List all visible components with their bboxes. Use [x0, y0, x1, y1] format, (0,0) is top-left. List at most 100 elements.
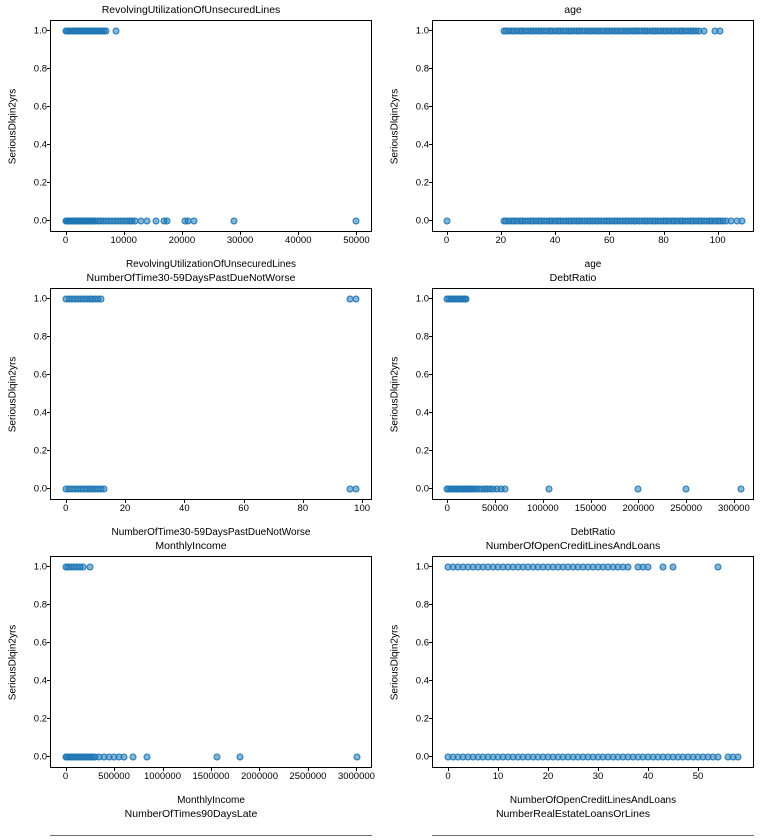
- x-tick-label: 40: [643, 771, 654, 782]
- plot-area: 0.00.20.40.60.81.001020304050: [432, 556, 754, 768]
- x-tick-label: 300000: [718, 503, 750, 514]
- x-tick-label: 0: [445, 503, 450, 514]
- data-point: [635, 486, 642, 493]
- data-point: [130, 754, 137, 761]
- x-tick-label: 0: [63, 771, 68, 782]
- data-point: [144, 218, 151, 225]
- data-point: [143, 754, 150, 761]
- x-tick-label: 0: [444, 235, 449, 246]
- chart-title: MonthlyIncome: [0, 540, 382, 552]
- chart-title: DebtRatio: [382, 272, 764, 284]
- data-point: [660, 563, 667, 570]
- y-tick-label: 1.0: [34, 561, 47, 572]
- data-point: [86, 563, 93, 570]
- y-tick-label: 0.8: [34, 599, 47, 610]
- data-point: [236, 754, 243, 761]
- x-tick-label: 40: [179, 503, 190, 514]
- data-point: [231, 218, 238, 225]
- y-tick-label: 0.8: [34, 63, 47, 74]
- plot-area: 0.00.20.40.60.81.00500001000001500002000…: [432, 288, 754, 500]
- y-tick-label: 0.6: [416, 101, 429, 112]
- y-axis-label: SeriousDlqin2yrs: [388, 288, 402, 500]
- data-point: [545, 486, 552, 493]
- y-tick-label: 0.2: [34, 714, 47, 725]
- y-tick-label: 0.4: [416, 140, 429, 151]
- data-point: [625, 563, 632, 570]
- chart-title: RevolvingUtilizationOfUnsecuredLines: [0, 4, 382, 16]
- x-tick-label: 100: [354, 503, 370, 514]
- x-tick-label: 80: [298, 503, 309, 514]
- x-axis-label: NumberOfTime30-59DaysPastDueNotWorse: [50, 527, 372, 538]
- y-tick-label: 0.8: [416, 599, 429, 610]
- y-tick-label: 0.8: [416, 331, 429, 342]
- data-point: [463, 295, 470, 302]
- data-point: [98, 295, 105, 302]
- plot-area: 0.00.20.40.60.81.00500000100000015000002…: [50, 556, 372, 768]
- x-tick-label: 10: [493, 771, 504, 782]
- x-tick-label: 40000: [285, 235, 311, 246]
- plot-area: 0.00.20.40.60.81.0020406080100: [50, 288, 372, 500]
- y-tick-label: 0.2: [416, 714, 429, 725]
- x-axis-label: DebtRatio: [432, 527, 754, 538]
- y-tick-label: 0.2: [34, 178, 47, 189]
- data-point: [501, 486, 508, 493]
- data-point: [701, 27, 708, 34]
- data-point: [213, 754, 220, 761]
- data-point: [715, 754, 722, 761]
- x-tick-label: 10000: [111, 235, 137, 246]
- y-tick-label: 0.8: [34, 331, 47, 342]
- y-tick-label: 0.0: [34, 216, 47, 227]
- y-tick-label: 1.0: [34, 25, 47, 36]
- x-tick-label: 0: [63, 235, 68, 246]
- x-tick-label: 50000: [482, 503, 508, 514]
- x-tick-label: 60: [238, 503, 249, 514]
- data-point: [354, 754, 361, 761]
- data-point: [443, 218, 450, 225]
- y-tick-label: 0.4: [416, 408, 429, 419]
- x-tick-label: 20000: [169, 235, 195, 246]
- y-tick-label: 1.0: [416, 561, 429, 572]
- y-axis-label: SeriousDlqin2yrs: [6, 288, 20, 500]
- y-tick-label: 0.6: [34, 101, 47, 112]
- data-point: [102, 27, 109, 34]
- y-tick-label: 0.6: [34, 637, 47, 648]
- data-point: [190, 218, 197, 225]
- y-axis-label: SeriousDlqin2yrs: [6, 556, 20, 768]
- x-axis-label: RevolvingUtilizationOfUnsecuredLines: [50, 259, 372, 270]
- data-point: [717, 27, 724, 34]
- x-tick-label: 100000: [527, 503, 559, 514]
- chart-panel: NumberOfOpenCreditLinesAndLoansSeriousDl…: [382, 540, 764, 808]
- x-tick-label: 1000000: [144, 771, 181, 782]
- y-tick-label: 0.4: [416, 676, 429, 687]
- x-tick-label: 30000: [227, 235, 253, 246]
- y-tick-label: 0.0: [34, 484, 47, 495]
- y-axis-label: SeriousDlqin2yrs: [388, 556, 402, 768]
- y-tick-label: 0.2: [416, 446, 429, 457]
- x-axis-label: age: [432, 259, 754, 270]
- x-tick-label: 1500000: [193, 771, 230, 782]
- chart-panel-cutoff: NumberRealEstateLoansOrLines: [382, 808, 764, 836]
- data-point: [353, 295, 360, 302]
- y-tick-label: 0.4: [34, 676, 47, 687]
- x-tick-label: 80: [658, 235, 669, 246]
- x-tick-label: 50: [693, 771, 704, 782]
- data-point: [670, 563, 677, 570]
- data-point: [164, 218, 171, 225]
- x-tick-label: 20: [120, 503, 131, 514]
- data-point: [737, 486, 744, 493]
- chart-title: NumberRealEstateLoansOrLines: [382, 808, 764, 820]
- y-tick-label: 0.6: [416, 637, 429, 648]
- data-point: [645, 563, 652, 570]
- plot-area: 0.00.20.40.60.81.0020406080100: [432, 20, 754, 232]
- y-tick-label: 1.0: [416, 293, 429, 304]
- data-point: [715, 563, 722, 570]
- data-point: [120, 754, 127, 761]
- y-axis-label: SeriousDlqin2yrs: [388, 20, 402, 232]
- y-tick-label: 0.0: [416, 484, 429, 495]
- plot-area: 0.00.20.40.60.81.00100002000030000400005…: [50, 20, 372, 232]
- x-tick-label: 20: [543, 771, 554, 782]
- y-tick-label: 1.0: [416, 25, 429, 36]
- x-tick-label: 0: [63, 503, 68, 514]
- x-tick-label: 3000000: [338, 771, 375, 782]
- y-tick-label: 0.2: [416, 178, 429, 189]
